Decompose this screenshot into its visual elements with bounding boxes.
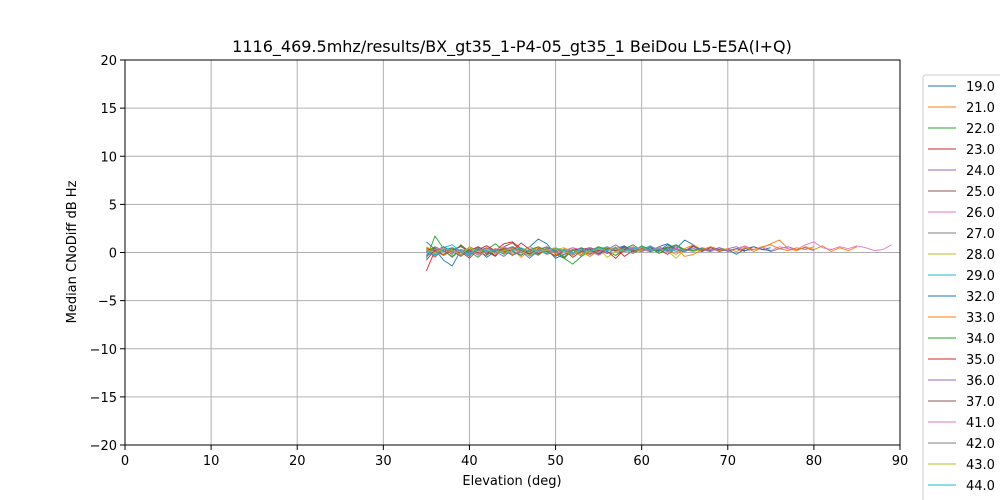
series-line-28.0 bbox=[426, 246, 728, 259]
x-axis-label: Elevation (deg) bbox=[462, 474, 561, 489]
legend-label-29.0: 29.0 bbox=[966, 269, 995, 284]
legend-label-27.0: 27.0 bbox=[966, 227, 995, 242]
legend-label-32.0: 32.0 bbox=[966, 290, 995, 305]
legend-label-25.0: 25.0 bbox=[966, 185, 995, 200]
x-tick-label: 30 bbox=[375, 454, 392, 469]
y-tick-label: 10 bbox=[100, 150, 117, 165]
legend-label-21.0: 21.0 bbox=[966, 101, 995, 116]
x-tick-label: 10 bbox=[203, 454, 220, 469]
y-tick-label: 0 bbox=[109, 247, 117, 262]
x-axis-ticks: 0 10 20 30 40 50 60 70 80 90 bbox=[121, 445, 908, 469]
x-tick-label: 50 bbox=[547, 454, 564, 469]
y-axis-label: Median CNoDiff dB Hz bbox=[65, 180, 80, 323]
legend-label-19.0: 19.0 bbox=[966, 80, 995, 95]
legend-label-36.0: 36.0 bbox=[966, 374, 995, 389]
legend-box bbox=[922, 74, 1000, 500]
y-tick-label: 5 bbox=[109, 198, 117, 213]
legend-label-33.0: 33.0 bbox=[966, 311, 995, 326]
legend-label-44.0: 44.0 bbox=[966, 479, 995, 494]
legend-label-35.0: 35.0 bbox=[966, 353, 995, 368]
series-line-44.0 bbox=[426, 246, 685, 256]
legend-label-37.0: 37.0 bbox=[966, 395, 995, 410]
legend-label-42.0: 42.0 bbox=[966, 437, 995, 452]
y-tick-label: −15 bbox=[90, 391, 117, 406]
legend-label-34.0: 34.0 bbox=[966, 332, 995, 347]
plot-lines bbox=[425, 235, 892, 271]
legend-label-22.0: 22.0 bbox=[966, 122, 995, 137]
legend-label-26.0: 26.0 bbox=[966, 206, 995, 221]
y-tick-label: −20 bbox=[90, 439, 117, 454]
x-tick-label: 20 bbox=[289, 454, 306, 469]
x-tick-label: 60 bbox=[633, 454, 650, 469]
y-tick-label: 20 bbox=[100, 54, 117, 69]
legend-label-23.0: 23.0 bbox=[966, 143, 995, 158]
series-line-41.0 bbox=[426, 246, 685, 256]
x-tick-label: 70 bbox=[720, 454, 737, 469]
series-line-23.0 bbox=[425, 241, 746, 271]
y-tick-label: −10 bbox=[90, 343, 117, 358]
legend-label-24.0: 24.0 bbox=[966, 164, 995, 179]
x-tick-label: 40 bbox=[461, 454, 478, 469]
legend-label-43.0: 43.0 bbox=[966, 458, 995, 473]
chart-title: 1116_469.5mhz/results/BX_gt35_1-P4-05_gt… bbox=[232, 37, 792, 57]
grid bbox=[124, 59, 901, 446]
y-tick-label: 15 bbox=[100, 102, 117, 117]
legend-label-28.0: 28.0 bbox=[966, 248, 995, 263]
y-axis-ticks: −20 −15 −10 −5 0 5 10 15 20 bbox=[90, 54, 125, 454]
x-tick-label: 90 bbox=[892, 454, 909, 469]
legend-label-41.0: 41.0 bbox=[966, 416, 995, 431]
x-tick-label: 0 bbox=[121, 454, 129, 469]
y-tick-label: −5 bbox=[98, 295, 117, 310]
x-tick-label: 80 bbox=[806, 454, 823, 469]
legend: 19.0 21.0 22.0 23.0 24.0 25.0 26.0 27.0 28.0 29.0… bbox=[922, 74, 1000, 500]
